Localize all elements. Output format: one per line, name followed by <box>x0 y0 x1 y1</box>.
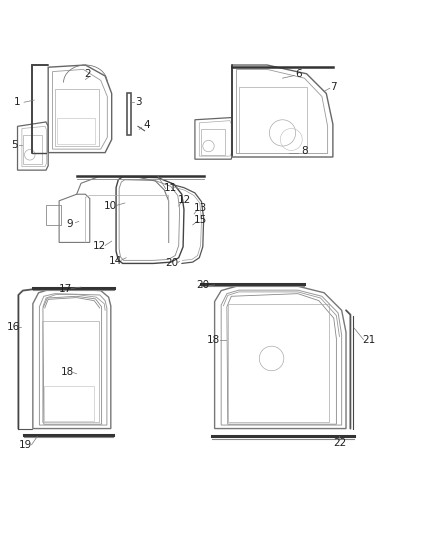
Bar <box>44 386 94 421</box>
Bar <box>239 87 307 152</box>
Text: 18: 18 <box>61 367 74 377</box>
Text: 22: 22 <box>333 439 346 448</box>
Bar <box>42 321 99 422</box>
Text: 14: 14 <box>109 256 122 266</box>
Text: 18: 18 <box>207 335 220 345</box>
Text: 3: 3 <box>134 97 141 107</box>
Text: 21: 21 <box>363 335 376 345</box>
Text: 7: 7 <box>330 82 337 92</box>
Text: 8: 8 <box>301 146 308 156</box>
Text: 13: 13 <box>194 203 207 213</box>
Text: 6: 6 <box>295 69 302 79</box>
Text: 2: 2 <box>84 69 91 79</box>
Text: 12: 12 <box>178 195 191 205</box>
Text: 9: 9 <box>67 219 74 229</box>
Bar <box>23 135 42 164</box>
Text: 15: 15 <box>194 215 207 224</box>
Bar <box>55 89 99 146</box>
Text: 10: 10 <box>104 201 117 211</box>
Text: 4: 4 <box>143 120 150 131</box>
Text: 16: 16 <box>7 322 20 332</box>
Text: 11: 11 <box>163 183 177 192</box>
Bar <box>57 118 95 144</box>
Text: 5: 5 <box>11 140 18 150</box>
Text: 12: 12 <box>93 241 106 251</box>
Bar <box>228 304 328 422</box>
Text: 17: 17 <box>59 284 72 294</box>
Text: 1: 1 <box>14 97 21 107</box>
Text: 20: 20 <box>165 258 178 268</box>
Bar <box>201 128 225 155</box>
Text: 19: 19 <box>19 440 32 450</box>
Text: 20: 20 <box>196 280 209 290</box>
